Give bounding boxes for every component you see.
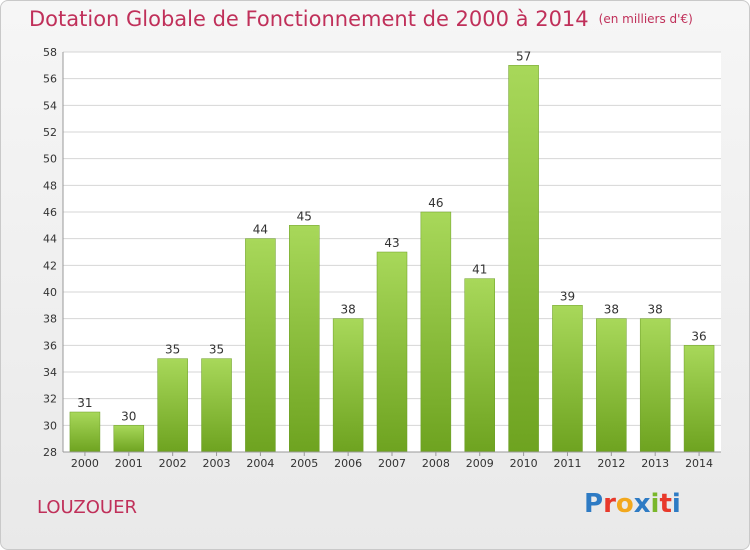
bars bbox=[69, 65, 715, 453]
bar-value-label: 36 bbox=[691, 329, 706, 343]
y-axis: 28 30 32 34 36 38 40 42 44 46 48 50 52 54 56 58 bbox=[43, 46, 721, 459]
y-tick-label: 28 bbox=[43, 446, 57, 459]
bar bbox=[552, 305, 583, 453]
x-tick-label: 2001 bbox=[115, 457, 143, 470]
x-tick-label: 2010 bbox=[510, 457, 538, 470]
bar-value-label: 57 bbox=[516, 49, 531, 63]
bar-value-label: 31 bbox=[77, 396, 92, 410]
commune-name: LOUZOUER bbox=[37, 497, 137, 518]
chart-subtitle: (en milliers d'€) bbox=[598, 12, 693, 26]
y-tick-label: 36 bbox=[43, 339, 57, 352]
bar-value-label: 38 bbox=[648, 303, 663, 317]
proxiti-logo: Proxiti bbox=[584, 489, 681, 519]
chart-title: Dotation Globale de Fonctionnement de 20… bbox=[29, 7, 693, 31]
bar-value-label: 35 bbox=[165, 343, 180, 357]
bar-value-label: 35 bbox=[209, 343, 224, 357]
bar bbox=[113, 425, 145, 453]
x-tick-label: 2009 bbox=[466, 457, 494, 470]
bar-value-label: 38 bbox=[340, 303, 355, 317]
bar-value-label: 44 bbox=[253, 223, 268, 237]
x-tick-label: 2014 bbox=[685, 457, 713, 470]
x-tick-label: 2007 bbox=[378, 457, 406, 470]
bar bbox=[289, 225, 320, 453]
bar bbox=[245, 238, 276, 453]
x-tick-label: 2008 bbox=[422, 457, 450, 470]
x-tick-label: 2011 bbox=[553, 457, 581, 470]
y-tick-label: 30 bbox=[43, 419, 57, 432]
bar bbox=[332, 318, 364, 453]
y-tick-label: 34 bbox=[43, 366, 57, 379]
bar bbox=[201, 358, 232, 453]
x-tick-label: 2013 bbox=[641, 457, 669, 470]
x-axis: 2000 2001 2002 2003 2004 2005 2006 2007 2008 2009… bbox=[71, 452, 713, 470]
bar-value-label: 45 bbox=[297, 209, 312, 223]
logo-letter: i bbox=[671, 489, 681, 519]
x-tick-label: 2012 bbox=[597, 457, 625, 470]
logo-letter: i bbox=[650, 489, 660, 519]
bar bbox=[508, 65, 539, 453]
x-tick-label: 2005 bbox=[290, 457, 318, 470]
y-tick-label: 48 bbox=[43, 179, 57, 192]
y-tick-label: 58 bbox=[43, 46, 57, 59]
x-tick-label: 2004 bbox=[246, 457, 274, 470]
bar bbox=[157, 358, 188, 453]
y-tick-label: 40 bbox=[43, 286, 57, 299]
logo-letter: r bbox=[603, 489, 616, 519]
y-tick-label: 46 bbox=[43, 206, 57, 219]
x-tick-label: 2002 bbox=[159, 457, 187, 470]
logo-letter: P bbox=[584, 489, 604, 519]
bar-value-label: 39 bbox=[560, 289, 575, 303]
bar bbox=[683, 345, 715, 453]
y-tick-label: 52 bbox=[43, 126, 57, 139]
bar bbox=[596, 318, 627, 453]
logo-letter: t bbox=[659, 489, 672, 519]
bar bbox=[420, 211, 452, 453]
bar-value-label: 46 bbox=[428, 196, 443, 210]
data-labels: 31 30 35 35 44 45 38 43 46 41 57 39 38 38 36 bbox=[77, 49, 706, 423]
bar bbox=[464, 278, 495, 453]
bar-value-label: 43 bbox=[384, 236, 399, 250]
x-tick-label: 2000 bbox=[71, 457, 99, 470]
y-tick-label: 50 bbox=[43, 153, 57, 166]
x-tick-label: 2003 bbox=[203, 457, 231, 470]
y-tick-label: 32 bbox=[43, 393, 57, 406]
y-tick-label: 42 bbox=[43, 259, 57, 272]
y-tick-label: 38 bbox=[43, 313, 57, 326]
bar-value-label: 30 bbox=[121, 409, 136, 423]
bar bbox=[69, 411, 101, 453]
x-tick-label: 2006 bbox=[334, 457, 362, 470]
y-tick-label: 44 bbox=[43, 233, 57, 246]
bar bbox=[376, 251, 408, 453]
y-tick-label: 56 bbox=[43, 73, 57, 86]
bar-value-label: 38 bbox=[604, 303, 619, 317]
logo-letter: o bbox=[615, 489, 634, 519]
y-tick-label: 54 bbox=[43, 99, 57, 112]
bar bbox=[639, 318, 671, 453]
bar-value-label: 41 bbox=[472, 263, 487, 277]
logo-letter: x bbox=[633, 489, 651, 519]
